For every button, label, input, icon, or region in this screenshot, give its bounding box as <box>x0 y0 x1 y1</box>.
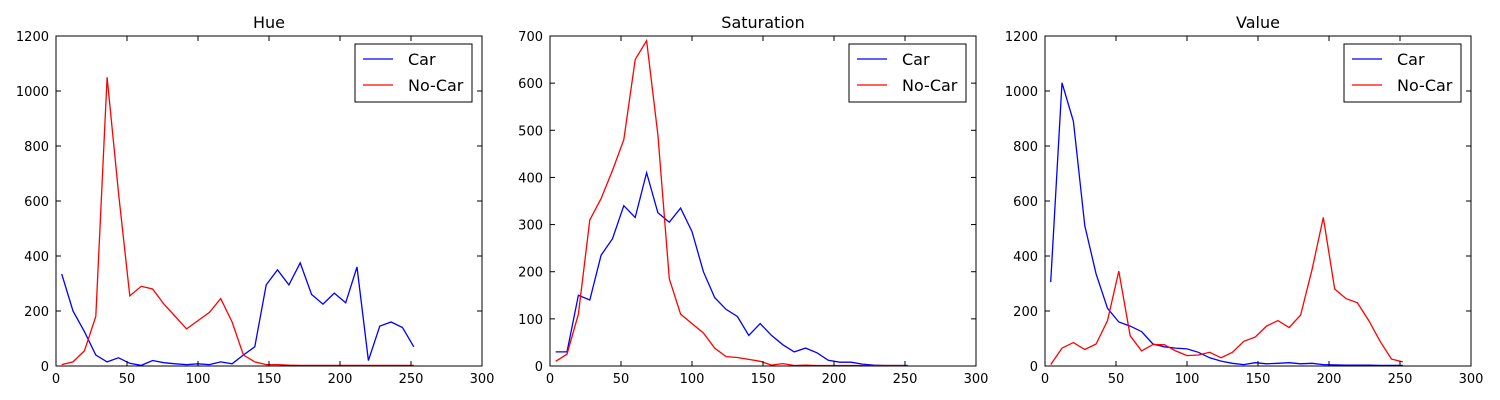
chart-panel-1: Saturation 0 50 100 150 200 250 300 0 100 200 300 40… <box>518 13 988 387</box>
x-tick-label: 250 <box>1388 372 1413 387</box>
y-tick-label: 600 <box>518 77 543 92</box>
y-tick-label: 1000 <box>1005 85 1038 100</box>
chart-panel-2: Value 0 50 100 150 200 250 300 0 200 400 600 800 1000… <box>1005 13 1484 387</box>
x-tick-label: 150 <box>751 372 776 387</box>
legend-label: No-Car <box>902 76 958 95</box>
x-tick-label: 200 <box>822 372 847 387</box>
y-tick-label: 400 <box>518 171 543 186</box>
y-tick-label: 200 <box>24 305 49 320</box>
y-tick-label: 200 <box>1013 305 1038 320</box>
x-tick-label: 300 <box>1459 372 1484 387</box>
legend-box <box>354 43 473 103</box>
chart-title: Saturation <box>721 13 804 32</box>
legend: Car No-Car <box>1343 43 1462 103</box>
x-tick-label: 50 <box>119 372 136 387</box>
y-tick-label: 800 <box>1013 140 1038 155</box>
x-tick-label: 0 <box>546 372 554 387</box>
x-tick-label: 100 <box>680 372 705 387</box>
y-tick-label: 1000 <box>16 85 49 100</box>
series-line-no-car <box>61 77 414 367</box>
x-tick-label: 200 <box>328 372 353 387</box>
x-tick-label: 300 <box>964 372 989 387</box>
x-tick-label: 0 <box>52 372 60 387</box>
legend-label: Car <box>1397 50 1425 69</box>
y-tick-label: 600 <box>1013 195 1038 210</box>
legend-label: Car <box>408 50 436 69</box>
series-line-car <box>1050 82 1403 367</box>
y-tick-label: 300 <box>518 219 543 234</box>
y-tick-label: 1200 <box>16 30 49 45</box>
y-tick-label: 400 <box>24 250 49 265</box>
x-tick-label: 100 <box>186 372 211 387</box>
y-tick-label: 0 <box>535 360 543 375</box>
legend-label: No-Car <box>408 76 464 95</box>
x-tick-label: 0 <box>1041 372 1049 387</box>
y-tick-label: 0 <box>1030 360 1038 375</box>
series-line-no-car <box>1050 217 1403 365</box>
series-line-car <box>555 170 908 367</box>
legend: Car No-Car <box>354 43 473 103</box>
y-tick-label: 1200 <box>1005 30 1038 45</box>
legend-label: Car <box>902 50 930 69</box>
y-tick-label: 500 <box>518 124 543 139</box>
y-tick-label: 200 <box>518 266 543 281</box>
chart-title: Value <box>1236 13 1280 32</box>
x-tick-label: 250 <box>399 372 424 387</box>
x-tick-label: 300 <box>470 372 495 387</box>
x-tick-label: 250 <box>893 372 918 387</box>
chart-panel-0: Hue 0 50 100 150 200 250 300 0 200 400 600 800 1000 12… <box>16 13 495 387</box>
y-tick-label: 600 <box>24 195 49 210</box>
y-tick-label: 100 <box>518 313 543 328</box>
x-tick-label: 50 <box>1108 372 1125 387</box>
y-tick-label: 800 <box>24 140 49 155</box>
x-tick-label: 100 <box>1175 372 1200 387</box>
legend-box <box>1343 43 1462 103</box>
x-tick-label: 150 <box>1246 372 1271 387</box>
legend-box <box>848 43 967 103</box>
y-tick-label: 700 <box>518 30 543 45</box>
y-tick-label: 0 <box>41 360 49 375</box>
y-tick-label: 400 <box>1013 250 1038 265</box>
legend: Car No-Car <box>848 43 967 103</box>
x-tick-label: 200 <box>1317 372 1342 387</box>
legend-label: No-Car <box>1397 76 1453 95</box>
x-tick-label: 50 <box>613 372 630 387</box>
x-tick-label: 150 <box>257 372 282 387</box>
chart-title: Hue <box>253 13 285 32</box>
series-line-car <box>61 261 415 367</box>
